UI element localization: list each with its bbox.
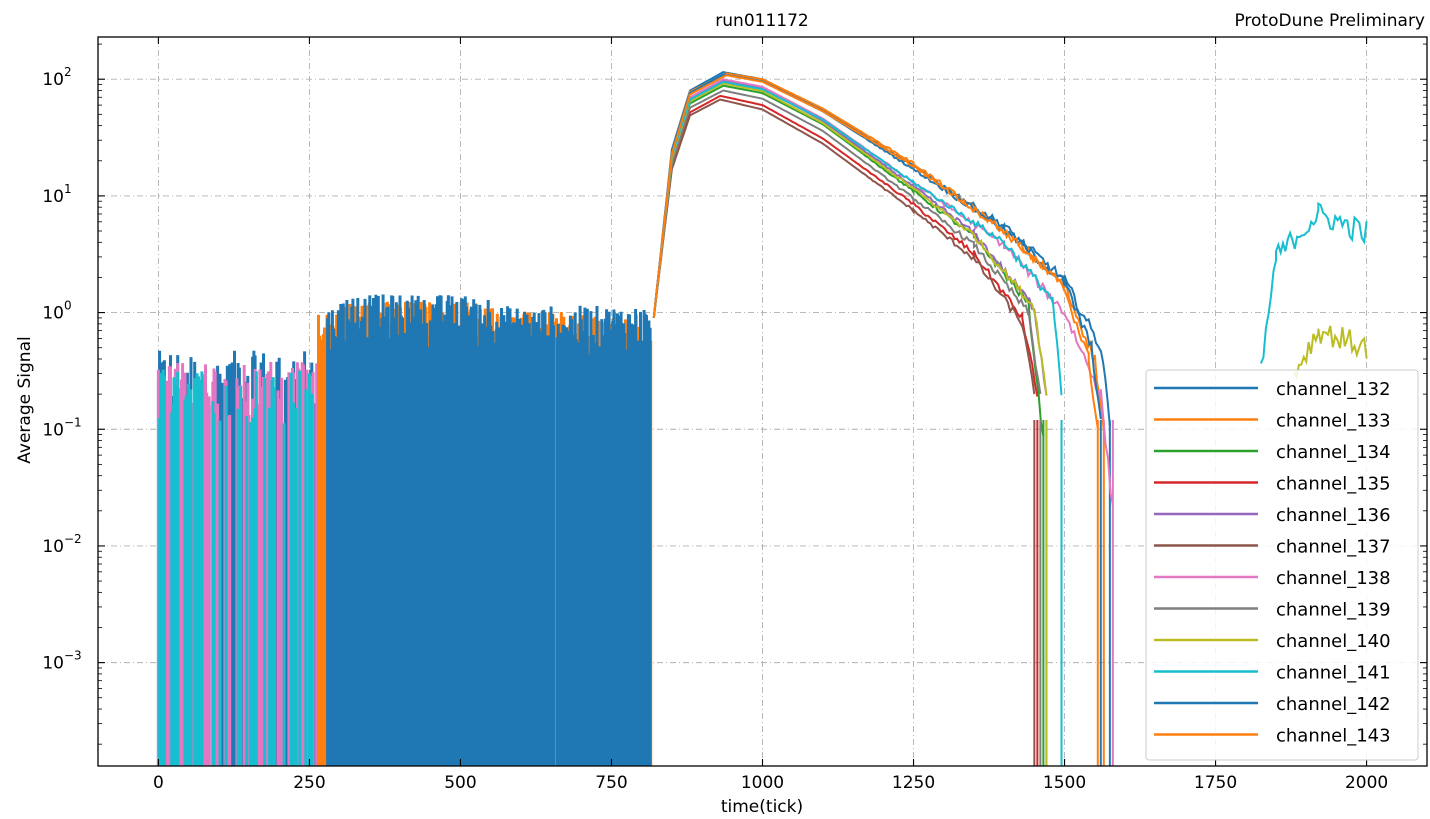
y-tick-label: 10	[42, 70, 64, 90]
x-tick-label: 1000	[741, 773, 784, 793]
x-tick-label: 1250	[892, 773, 935, 793]
series-line-channel_143	[652, 74, 1099, 429]
x-tick-label: 750	[595, 773, 627, 793]
chart-title: run011172	[715, 11, 808, 31]
y-tick-label: 10	[42, 654, 64, 674]
x-tick-label: 2000	[1345, 773, 1388, 793]
legend-label: channel_132	[1276, 379, 1391, 400]
data-layer	[156, 71, 1368, 766]
legend-label: channel_134	[1276, 442, 1391, 463]
y-tick-label: 10	[42, 420, 64, 440]
y-tick-exponent: 1	[64, 182, 72, 196]
legend-label: channel_133	[1276, 411, 1391, 432]
y-tick-base: 10	[42, 654, 64, 674]
y-tick-label: 10	[42, 537, 64, 557]
series-line-channel_135	[652, 94, 1039, 397]
legend-label: channel_135	[1276, 474, 1391, 495]
y-tick-exponent: 2	[64, 65, 72, 79]
legend-label: channel_138	[1276, 568, 1391, 589]
x-tick-label: 500	[444, 773, 476, 793]
y-axis-label: Average Signal	[15, 336, 35, 463]
legend-label: channel_140	[1276, 631, 1391, 652]
series-line-channel_139	[652, 89, 1042, 395]
series-line-channel_137	[652, 98, 1036, 395]
y-tick-label: 10	[42, 304, 64, 324]
legend-box	[1145, 369, 1419, 761]
y-tick-exponent: 0	[64, 299, 72, 313]
legend-label: channel_136	[1276, 505, 1391, 526]
legend: channel_132 channel_133 channel_134channel…	[1145, 369, 1419, 761]
x-axis-label: time(tick)	[721, 797, 803, 817]
x-tick-label: 0	[153, 773, 164, 793]
y-tick-label: 10	[42, 187, 64, 207]
series-line-channel_132	[652, 71, 1111, 427]
y-tick-base: 10	[42, 537, 64, 557]
y-tick-base: 10	[42, 187, 64, 207]
y-tick-exponent: −1	[64, 415, 82, 429]
legend-label: channel_142	[1276, 694, 1391, 715]
series-line-channel_140	[652, 82, 1368, 396]
y-tick-base: 10	[42, 304, 64, 324]
y-tick-base: 10	[42, 420, 64, 440]
chart-title-right: ProtoDune Preliminary	[1234, 11, 1425, 31]
legend-label: channel_143	[1276, 726, 1391, 747]
x-tick-label: 1500	[1043, 773, 1086, 793]
y-tick-base: 10	[42, 70, 64, 90]
x-tick-label: 1750	[1194, 773, 1237, 793]
series-line-channel_141	[652, 80, 1368, 396]
y-tick-exponent: −3	[64, 649, 82, 663]
y-tick-exponent: −2	[64, 532, 82, 546]
x-tick-label: 250	[293, 773, 325, 793]
legend-label: channel_137	[1276, 537, 1391, 558]
noise-spikes-channel_132	[326, 294, 652, 766]
series-line-channel_133	[652, 72, 1105, 431]
legend-label: channel_139	[1276, 600, 1391, 621]
legend-label: channel_141	[1276, 663, 1391, 684]
